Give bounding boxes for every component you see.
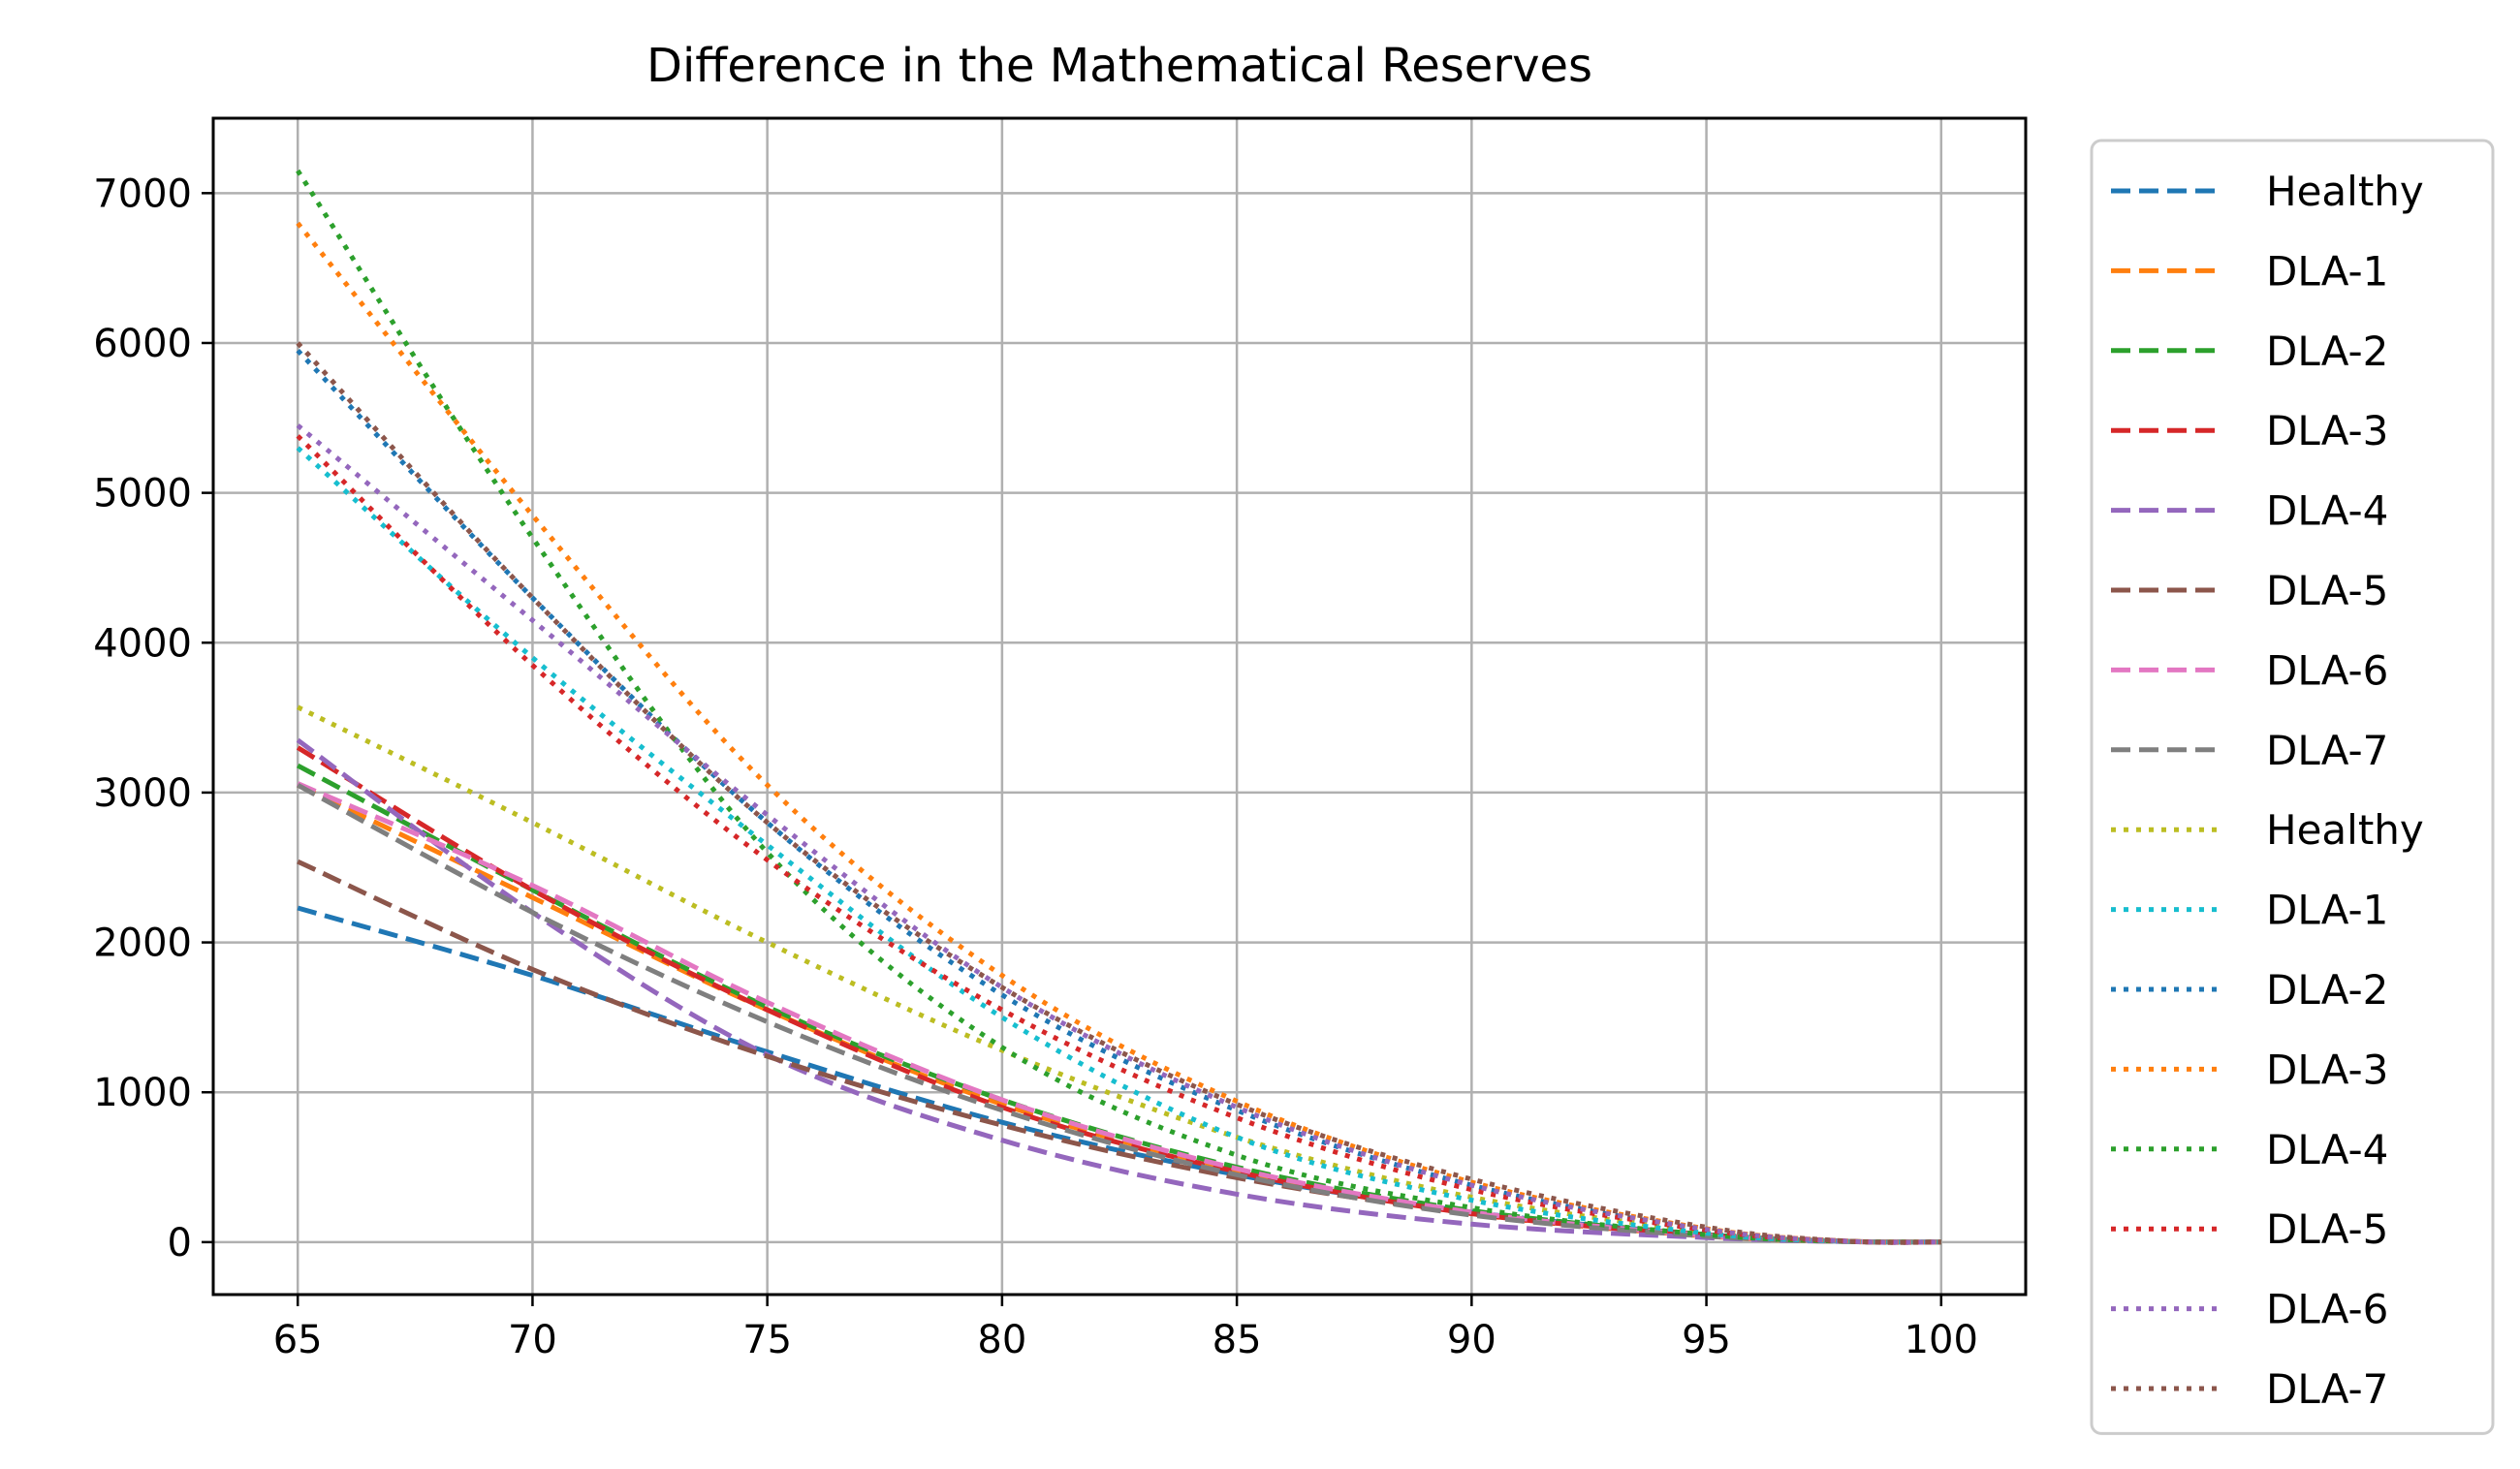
series-line-dotted-dla-6	[296, 423, 1941, 1245]
legend-label: DLA-4	[2266, 1126, 2388, 1173]
x-tick-label: 70	[508, 1318, 557, 1362]
legend-label: DLA-5	[2266, 567, 2388, 614]
x-tick-label: 100	[1905, 1318, 1978, 1362]
series-line-dashed-dla-4	[296, 737, 1941, 1245]
legend-label: DLA-1	[2266, 887, 2388, 934]
plot-area-frame	[211, 116, 2028, 1297]
legend-label: DLA-5	[2266, 1205, 2388, 1253]
legend-box	[2090, 139, 2495, 1435]
series-line-dashed-dla-7	[297, 783, 1941, 1245]
legend: Healthy DLA-1 DLA-2 DLA-3 DLA-4 DLA-5 DLA-6 DLA…	[2090, 139, 2495, 1435]
legend-label: DLA-7	[2266, 727, 2388, 774]
series-line-dotted-dla-5	[296, 434, 1941, 1245]
axis-ticks: 65 70 75 80 85 90 95 10001000200030004000500060…	[93, 172, 1978, 1362]
series-line-dotted-dla-2	[296, 348, 1941, 1245]
legend-label: DLA-1	[2266, 247, 2388, 295]
legend-label: DLA-2	[2266, 966, 2388, 1014]
series-line-dashed-dla-1	[297, 782, 1941, 1245]
y-tick-label: 3000	[93, 771, 192, 816]
legend-label: DLA-7	[2266, 1365, 2388, 1413]
grid	[213, 118, 2026, 1295]
series-line-dashed-dla-3	[296, 745, 1941, 1245]
x-tick-label: 85	[1213, 1318, 1262, 1362]
x-tick-label: 80	[977, 1318, 1026, 1362]
series-lines	[296, 169, 1941, 1245]
legend-label: Healthy	[2266, 806, 2424, 854]
series-line-dashed-healthy	[297, 905, 1941, 1245]
legend-label: DLA-2	[2266, 328, 2388, 375]
y-tick-label: 5000	[93, 472, 192, 516]
legend-label: DLA-3	[2266, 1046, 2388, 1093]
x-tick-label: 90	[1447, 1318, 1496, 1362]
x-tick-label: 65	[273, 1318, 323, 1362]
x-tick-label: 75	[742, 1318, 792, 1362]
legend-label: DLA-6	[2266, 1286, 2388, 1333]
y-tick-label: 6000	[93, 322, 192, 366]
y-tick-label: 7000	[93, 172, 192, 216]
y-tick-label: 2000	[93, 922, 192, 966]
series-line-dotted-dla-7	[296, 341, 1941, 1245]
series-line-dotted-dla-1	[296, 446, 1941, 1245]
legend-label: Healthy	[2266, 168, 2424, 215]
y-tick-label: 1000	[93, 1071, 192, 1115]
legend-label: DLA-4	[2266, 487, 2388, 535]
chart-title: Difference in the Mathematical Reserves	[646, 39, 1592, 93]
y-tick-label: 4000	[93, 621, 192, 666]
legend-label: DLA-3	[2266, 407, 2388, 454]
x-tick-label: 95	[1682, 1318, 1731, 1362]
series-line-dotted-dla-4	[296, 169, 1941, 1245]
series-line-dashed-dla-6	[297, 781, 1941, 1245]
series-line-dotted-dla-3	[296, 221, 1941, 1245]
legend-label: DLA-6	[2266, 646, 2388, 694]
y-tick-label: 0	[168, 1221, 192, 1266]
